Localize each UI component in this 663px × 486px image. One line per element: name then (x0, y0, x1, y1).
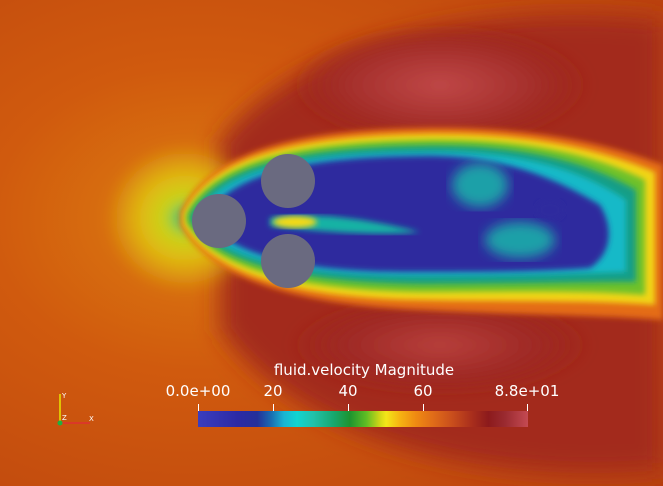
z-axis-label: Z (62, 414, 67, 422)
cylinder-top (261, 154, 315, 208)
tick-mark (198, 404, 199, 412)
tick-label-min: 0.0e+00 (165, 382, 231, 400)
color-legend-bar (198, 411, 528, 427)
cylinder-bottom (261, 234, 315, 288)
tick-mark (348, 404, 349, 412)
tick-mark (527, 404, 528, 412)
tick-label-max: 8.8e+01 (494, 382, 560, 400)
y-axis-label: Y (61, 392, 67, 400)
cylinder-front (192, 194, 246, 248)
z-axis-dot (57, 420, 63, 426)
tick-mark (273, 404, 274, 412)
orientation-axes-widget: Y Z X (57, 392, 94, 426)
tick-label-40: 40 (338, 382, 358, 400)
tick-label-20: 20 (263, 382, 283, 400)
tick-label-60: 60 (413, 382, 433, 400)
x-axis-label: X (89, 415, 94, 423)
legend-title: fluid.velocity Magnitude (273, 361, 455, 379)
tick-mark (423, 404, 424, 412)
